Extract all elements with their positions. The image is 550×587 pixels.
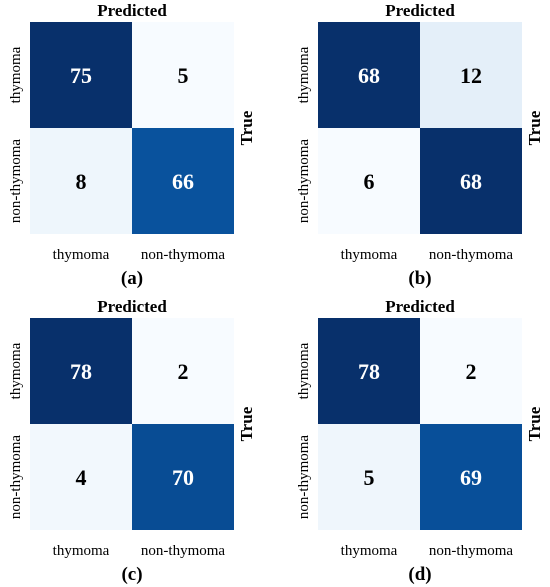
cell-value-label: 6	[364, 169, 375, 194]
y-tick-label: thymoma	[8, 342, 24, 399]
heatmap-cell	[420, 22, 522, 128]
x-tick-label: thymoma	[341, 543, 398, 559]
x-tick-label: thymoma	[53, 543, 110, 559]
heatmap-cell	[318, 318, 420, 424]
cell-value-label: 4	[76, 465, 87, 490]
heatmap-cell	[420, 424, 522, 530]
confusion-matrix-c: 78 2 4 70 Predicted True thymoma non-thymoma thy…	[8, 297, 256, 585]
heatmap-cell	[420, 318, 522, 424]
x-tick-label: non-thymoma	[141, 247, 225, 263]
heatmap-cell	[318, 128, 420, 234]
cell-value-label: 2	[178, 359, 189, 384]
panel-label: (a)	[121, 268, 143, 289]
cell-value-label: 5	[364, 465, 375, 490]
cell-value-label: 70	[172, 465, 194, 490]
x-tick-label: non-thymoma	[429, 543, 513, 559]
chart-title: Predicted	[97, 297, 167, 316]
cell-value-label: 75	[70, 63, 92, 88]
x-tick-label: non-thymoma	[429, 247, 513, 263]
y-axis-label: True	[237, 406, 256, 441]
cell-value-label: 8	[76, 169, 87, 194]
heatmap-cell	[420, 128, 522, 234]
confusion-matrix-d: 78 2 5 69 Predicted True thymoma non-thymoma thy…	[296, 297, 544, 585]
heatmap-cell	[132, 318, 234, 424]
heatmap-cell	[318, 22, 420, 128]
y-axis-label: True	[525, 110, 544, 145]
cell-value-label: 69	[460, 465, 482, 490]
x-tick-label: thymoma	[53, 247, 110, 263]
heatmap-cell	[318, 424, 420, 530]
chart-title: Predicted	[97, 1, 167, 20]
x-tick-label: thymoma	[341, 247, 398, 263]
heatmap-cell	[132, 22, 234, 128]
heatmap-cell	[30, 424, 132, 530]
cell-value-label: 66	[172, 169, 194, 194]
chart-title: Predicted	[385, 1, 455, 20]
confusion-matrix-b: 68 12 6 68 Predicted True thymoma non-thymoma th…	[296, 1, 544, 289]
y-tick-label: thymoma	[8, 46, 24, 103]
panel-label: (b)	[408, 268, 431, 289]
heatmap-cell	[30, 318, 132, 424]
cell-value-label: 5	[178, 63, 189, 88]
cell-value-label: 12	[460, 63, 482, 88]
panel-label: (c)	[121, 564, 142, 585]
y-tick-label: non-thymoma	[8, 435, 24, 519]
x-tick-label: non-thymoma	[141, 543, 225, 559]
chart-title: Predicted	[385, 297, 455, 316]
heatmap-cell	[30, 22, 132, 128]
cell-value-label: 68	[460, 169, 482, 194]
y-tick-label: non-thymoma	[296, 435, 312, 519]
confusion-matrix-a: 75 5 8 66 Predicted True thymoma non-thymoma thy…	[8, 1, 256, 289]
y-tick-label: non-thymoma	[296, 139, 312, 223]
heatmap-cell	[30, 128, 132, 234]
heatmap-cell	[132, 424, 234, 530]
cell-value-label: 78	[358, 359, 380, 384]
cell-value-label: 68	[358, 63, 380, 88]
y-axis-label: True	[237, 110, 256, 145]
y-tick-label: non-thymoma	[8, 139, 24, 223]
panel-label: (d)	[408, 564, 431, 585]
y-axis-label: True	[525, 406, 544, 441]
heatmap-cell	[132, 128, 234, 234]
cell-value-label: 2	[466, 359, 477, 384]
y-tick-label: thymoma	[296, 46, 312, 103]
y-tick-label: thymoma	[296, 342, 312, 399]
cell-value-label: 78	[70, 359, 92, 384]
